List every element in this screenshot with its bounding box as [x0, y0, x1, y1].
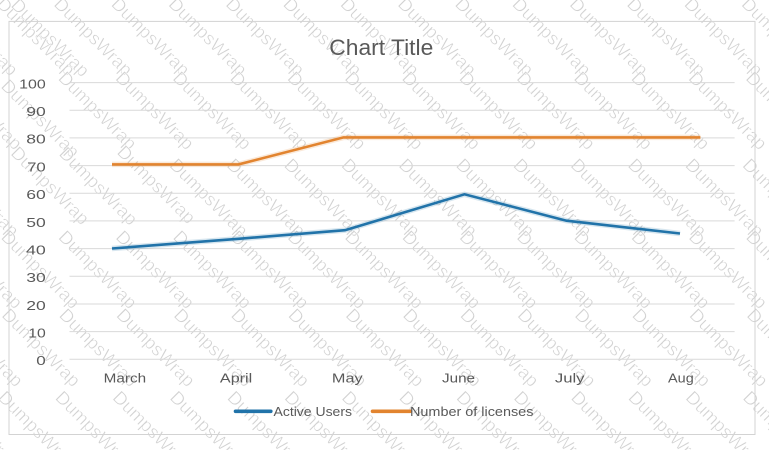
svg-text:July: July	[555, 370, 585, 385]
svg-text:May: May	[332, 370, 363, 385]
svg-text:Number of licenses: Number of licenses	[410, 404, 534, 419]
svg-text:0: 0	[36, 353, 46, 368]
svg-text:March: March	[104, 370, 146, 385]
svg-text:70: 70	[27, 159, 46, 174]
svg-text:Chart Title: Chart Title	[329, 35, 433, 60]
svg-text:50: 50	[26, 215, 46, 230]
svg-text:100: 100	[19, 76, 46, 91]
svg-text:June: June	[442, 370, 475, 385]
svg-text:Aug: Aug	[668, 370, 694, 385]
svg-text:10: 10	[28, 325, 46, 340]
svg-text:90: 90	[26, 104, 46, 119]
svg-text:April: April	[220, 370, 252, 385]
svg-text:30: 30	[26, 270, 46, 285]
svg-text:Active Users: Active Users	[274, 404, 353, 419]
svg-text:40: 40	[26, 242, 46, 257]
svg-text:80: 80	[26, 132, 46, 147]
svg-text:20: 20	[26, 298, 46, 313]
svg-text:60: 60	[26, 187, 46, 202]
